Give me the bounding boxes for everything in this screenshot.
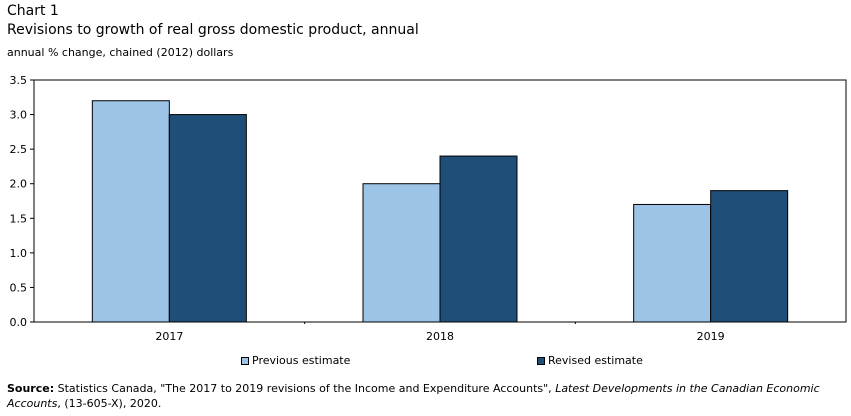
bar-previous-2018 <box>362 183 441 323</box>
source-text: Statistics Canada, "The 2017 to 2019 rev… <box>54 382 556 395</box>
chart-tick-labels: 0.0 0.5 1.0 1.5 2.0 2.5 3.0 3.5 2017 2018 2019 <box>10 74 725 343</box>
y-tick-label: 2.0 <box>10 178 28 191</box>
source-label: Source: <box>7 382 55 395</box>
y-tick-label: 0.5 <box>10 281 28 294</box>
chart-legend: Previous estimate Revised estimate <box>0 354 851 370</box>
legend-swatch-previous <box>241 356 249 365</box>
y-tick-label: 2.5 <box>10 143 28 156</box>
y-tick-label: 1.0 <box>10 247 28 260</box>
bar-chart: 0.0 0.5 1.0 1.5 2.0 2.5 3.0 3.5 2017 2018 2019 <box>10 74 847 343</box>
x-tick-label: 2019 <box>697 330 725 343</box>
source-catalogue: , (13-605-X), 2020. <box>57 397 162 410</box>
chart-bars <box>91 100 789 323</box>
x-tick-label: 2017 <box>155 330 183 343</box>
legend-item-revised: Revised estimate <box>537 354 643 367</box>
chart-unit-label: annual % change, chained (2012) dollars <box>7 46 234 59</box>
chart-number: Chart 1 <box>7 3 59 19</box>
chart-title: Revisions to growth of real gross domest… <box>7 22 419 38</box>
bar-previous-2019 <box>633 203 712 323</box>
source-publication: Latest Developments in the Canadian Econ… <box>7 382 820 410</box>
y-tick-label: 1.5 <box>10 212 28 225</box>
legend-label-previous: Previous estimate <box>252 354 351 367</box>
legend-swatch-revised <box>537 356 545 365</box>
legend-item-previous: Previous estimate <box>241 354 350 367</box>
legend-label-revised: Revised estimate <box>548 354 643 367</box>
bar-previous-2017 <box>91 100 170 323</box>
y-tick-label: 3.5 <box>10 74 28 87</box>
y-tick-label: 0.0 <box>10 316 28 329</box>
bar-revised-2018 <box>439 155 518 323</box>
source-note: Source: Statistics Canada, "The 2017 to … <box>7 381 845 411</box>
bar-revised-2019 <box>710 190 789 323</box>
x-tick-label: 2018 <box>426 330 454 343</box>
y-tick-label: 3.0 <box>10 109 28 122</box>
bar-revised-2017 <box>168 114 247 323</box>
